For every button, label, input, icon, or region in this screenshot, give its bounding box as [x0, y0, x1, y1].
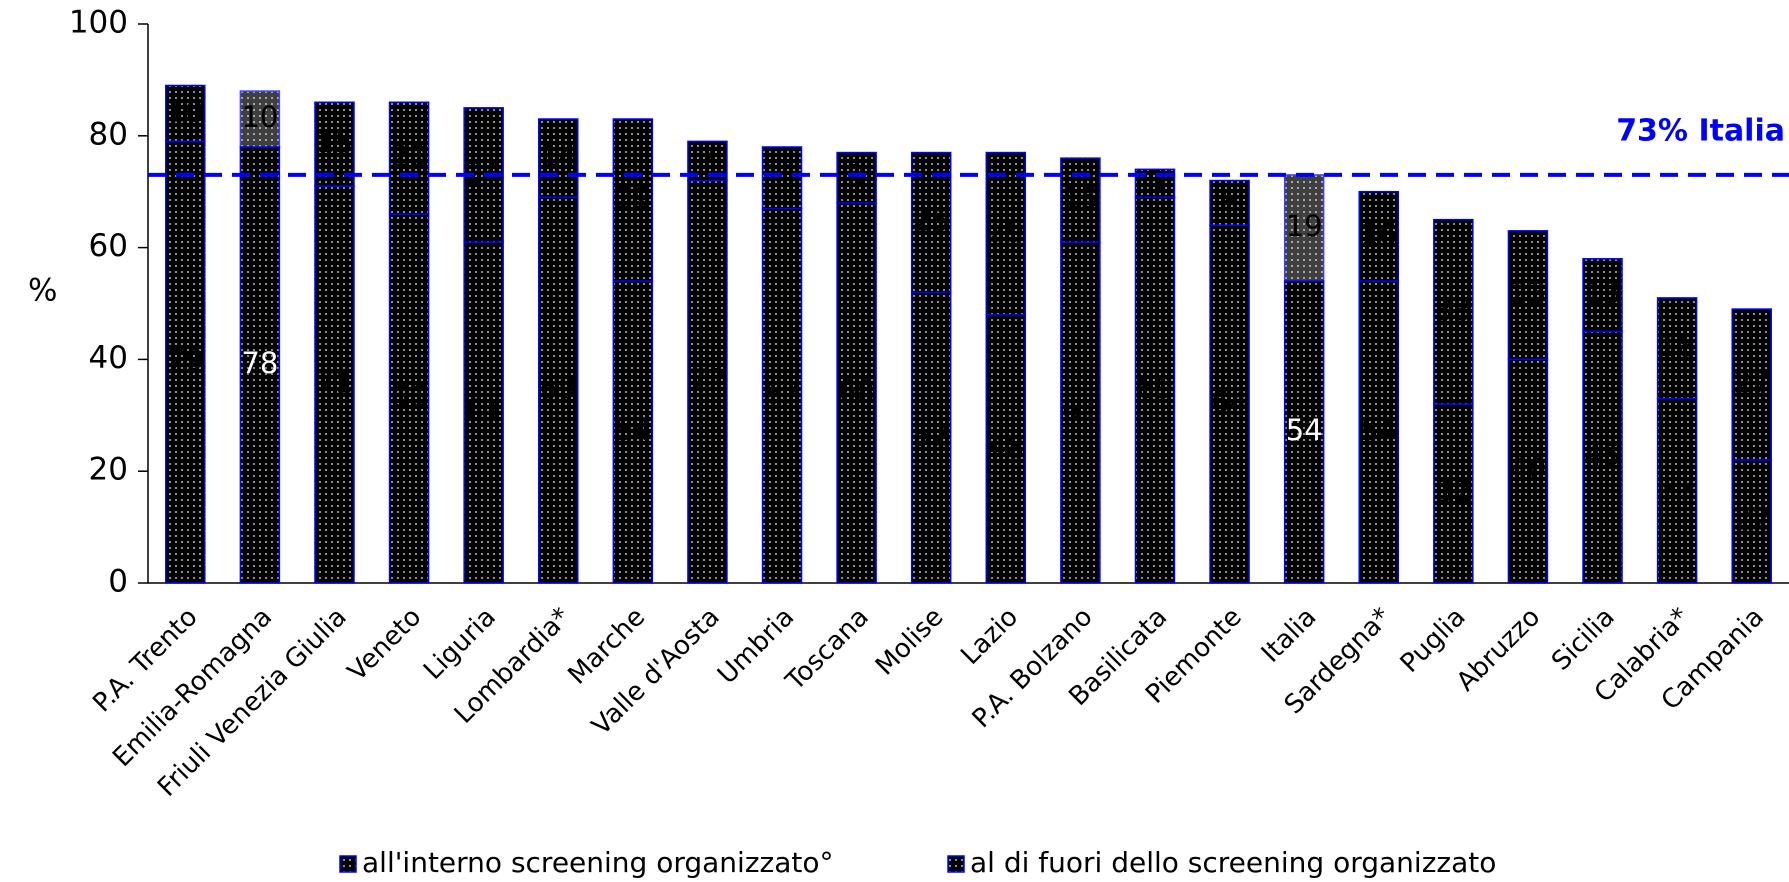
y-tick-label: 60	[89, 228, 128, 264]
bar-segment	[239, 146, 281, 584]
bar-segment	[761, 146, 803, 210]
data-label: 54	[1360, 413, 1397, 447]
data-label: 72	[689, 363, 726, 397]
bar-segment	[388, 101, 430, 215]
bar-segment	[463, 241, 504, 584]
bar-segment	[836, 151, 877, 204]
x-tick-label: Lazio	[955, 602, 1024, 671]
bar-segment	[1433, 218, 1474, 405]
data-label: 8	[1220, 184, 1238, 218]
data-label: 79	[167, 343, 204, 377]
bar-segment	[1656, 297, 1698, 400]
legend-swatch	[947, 855, 965, 873]
bar-segment	[1507, 358, 1549, 584]
bar-segment	[985, 151, 1027, 316]
data-label: 7	[698, 142, 716, 176]
data-label: 16	[1360, 217, 1397, 251]
bar-segment	[1283, 174, 1325, 282]
data-label: 48	[987, 430, 1024, 464]
bar-segment	[1209, 179, 1250, 226]
x-tick-label: Italia	[1256, 602, 1323, 669]
data-label: 15	[1062, 181, 1099, 215]
y-tick-label: 20	[89, 452, 128, 488]
data-label: 32	[1435, 475, 1472, 509]
y-axis-label: %	[28, 273, 57, 309]
bar-segment	[1582, 330, 1623, 584]
data-label: 45	[1584, 438, 1621, 472]
bar-segment	[612, 280, 654, 584]
data-label: 15	[316, 125, 353, 159]
bar-segment	[1731, 308, 1772, 461]
data-label: 40	[1509, 452, 1546, 486]
bar-segment	[985, 313, 1027, 584]
bar-segment	[1134, 196, 1176, 584]
data-label: 64	[1211, 385, 1248, 419]
bar-segment	[165, 84, 206, 143]
x-tick-label: Molise	[870, 602, 949, 681]
data-label: 22	[1733, 503, 1770, 537]
data-label: 33	[1435, 293, 1472, 327]
data-label: 66	[391, 380, 428, 414]
data-label: 54	[1286, 413, 1323, 447]
data-label: 78	[241, 346, 278, 380]
data-label: 71	[316, 366, 353, 400]
y-tick-label: 100	[69, 5, 128, 41]
data-label: 14	[540, 139, 577, 173]
bar-segment	[1060, 241, 1101, 584]
bar-segment	[910, 291, 952, 584]
data-label: 5	[1146, 164, 1164, 198]
legend-swatch	[339, 855, 357, 873]
legend-label: al di fuori dello screening organizzato	[970, 846, 1496, 879]
x-tick-label: Abruzzo	[1451, 602, 1546, 697]
bar-segment	[1582, 258, 1623, 333]
data-label: 29	[987, 215, 1024, 249]
bar-segment	[1433, 403, 1474, 584]
y-tick-label: 0	[108, 564, 128, 600]
bar-segment	[314, 185, 355, 584]
data-label: 23	[1509, 276, 1546, 310]
bar-segment	[538, 118, 579, 199]
y-tick-label: 40	[89, 340, 128, 376]
bar-segment	[1283, 280, 1325, 584]
x-tick-label: Toscana	[780, 602, 875, 697]
bar-segment	[1656, 397, 1698, 584]
bar-segment	[1358, 280, 1399, 584]
data-label: 52	[913, 419, 950, 453]
reference-label: 73% Italia	[1616, 113, 1785, 148]
data-label: 68	[838, 374, 875, 408]
bar-segment	[1358, 190, 1399, 282]
bar-segment	[836, 202, 877, 584]
bar-segment	[1507, 230, 1549, 361]
data-label: 19	[1286, 209, 1323, 243]
bar-segment	[165, 140, 206, 584]
bar-segment	[1209, 224, 1250, 584]
data-label: 13	[1584, 276, 1621, 310]
data-label: 18	[1659, 329, 1696, 363]
y-tick-label: 80	[89, 116, 128, 152]
data-label: 33	[1659, 472, 1696, 506]
bar-segment	[612, 118, 654, 282]
bar-segment	[1731, 459, 1772, 584]
data-label: 10	[241, 100, 278, 134]
data-label: 25	[913, 203, 950, 237]
legend-label: all'interno screening organizzato°	[362, 846, 834, 879]
data-label: 20	[391, 139, 428, 173]
data-label: 27	[1733, 366, 1770, 400]
data-label: 10	[167, 94, 204, 128]
data-label: 61	[465, 394, 502, 428]
data-label: 61	[1062, 394, 1099, 428]
bar-segment	[1060, 157, 1101, 243]
x-tick-label: Valle d'Aosta	[586, 602, 725, 741]
bar-segment	[314, 101, 355, 187]
data-label: 29	[614, 181, 651, 215]
bar-segment	[239, 90, 281, 148]
x-tick-label: Veneto	[342, 602, 427, 687]
data-label: 69	[1137, 371, 1174, 405]
data-label: 54	[614, 413, 651, 447]
data-label: 69	[540, 371, 577, 405]
data-label: 67	[764, 377, 801, 411]
